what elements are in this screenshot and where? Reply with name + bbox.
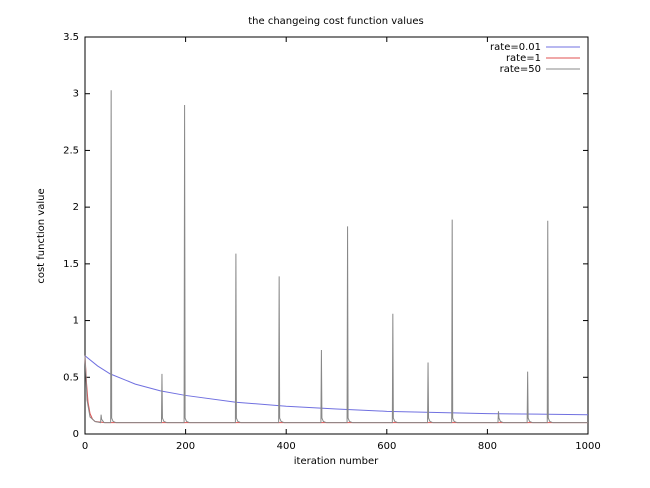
y-tick-label: 3.5	[63, 32, 79, 43]
y-tick-label: 2.5	[63, 145, 79, 156]
x-axis-label: iteration number	[294, 456, 379, 467]
x-tick-label: 600	[377, 441, 396, 452]
legend-label: rate=1	[506, 53, 541, 64]
y-tick-label: 0.5	[63, 372, 79, 383]
plot-frame	[84, 36, 589, 435]
x-tick-label: 1000	[575, 441, 600, 452]
series-line	[84, 90, 588, 424]
x-tick-label: 400	[277, 441, 296, 452]
series-line	[84, 355, 589, 416]
x-tick-label: 800	[478, 441, 497, 452]
legend-label: rate=50	[500, 64, 541, 75]
y-tick-label: 1.5	[63, 259, 79, 270]
x-tick-label: 0	[82, 441, 88, 452]
y-tick-label: 2	[73, 202, 79, 213]
y-tick-label: 1	[73, 316, 79, 327]
y-tick-label: 0	[73, 429, 79, 440]
y-tick-label: 3	[73, 89, 79, 100]
chart-title: the changeing cost function values	[248, 16, 424, 27]
y-axis-label: cost function value	[36, 188, 47, 283]
x-tick-label: 200	[176, 441, 195, 452]
series-line	[84, 355, 588, 424]
legend-label: rate=0.01	[490, 42, 541, 53]
